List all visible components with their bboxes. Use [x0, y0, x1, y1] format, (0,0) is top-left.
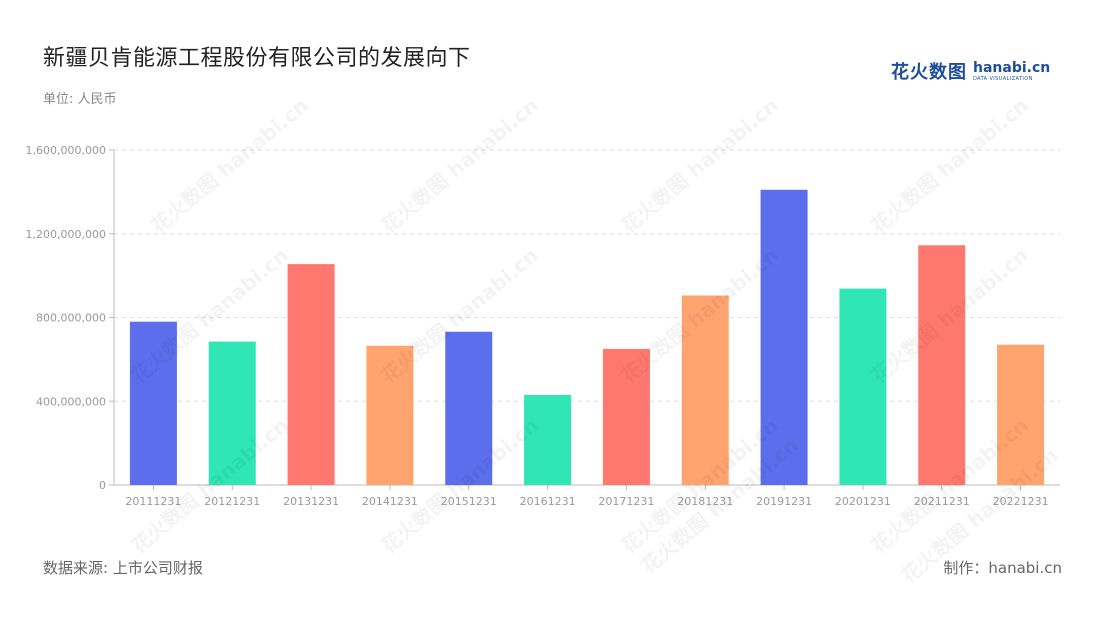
bar [918, 245, 966, 485]
bar [129, 321, 177, 485]
x-tick-label: 20131231 [283, 495, 339, 508]
chart-title: 新疆贝肯能源工程股份有限公司的发展向下 [43, 46, 471, 71]
x-tick-label: 20211231 [914, 495, 970, 508]
x-tick-label: 20161231 [520, 495, 576, 508]
y-tick-label: 1,600,000,000 [26, 144, 106, 157]
bar [445, 331, 493, 485]
y-tick-label: 800,000,000 [36, 312, 106, 325]
bar [839, 288, 887, 485]
bar [208, 341, 256, 485]
logo-sub-text: DATA VISUALIZATION [973, 75, 1033, 82]
bar [997, 344, 1045, 485]
x-tick-label: 20111231 [125, 495, 181, 508]
bar [602, 348, 650, 485]
x-tick-label: 20181231 [677, 495, 733, 508]
bar [287, 264, 335, 485]
credit-label: 制作：hanabi.cn [943, 559, 1062, 577]
y-tick-label: 1,200,000,000 [26, 228, 106, 241]
bar [681, 295, 729, 485]
x-tick-label: 20201231 [835, 495, 891, 508]
y-tick-label: 400,000,000 [36, 395, 106, 408]
data-source: 数据来源: 上市公司财报 [43, 559, 203, 577]
logo-cn-text: 花火数图 [891, 62, 967, 83]
x-tick-label: 20151231 [441, 495, 497, 508]
x-tick-label: 20171231 [598, 495, 654, 508]
unit-label: 单位: 人民币 [43, 92, 117, 107]
y-tick-label: 0 [99, 479, 106, 492]
bar [760, 189, 808, 485]
logo-en-text: hanabi.cn [973, 59, 1051, 76]
brand-logo: 花火数图 hanabi.cn DATA VISUALIZATION [891, 58, 1050, 84]
x-tick-label: 20141231 [362, 495, 418, 508]
x-tick-label: 20121231 [204, 495, 260, 508]
x-tick-label: 20221231 [993, 495, 1049, 508]
bar [366, 345, 414, 485]
logo-en-block: hanabi.cn DATA VISUALIZATION [973, 61, 1050, 82]
bar [524, 394, 572, 485]
x-tick-label: 20191231 [756, 495, 812, 508]
